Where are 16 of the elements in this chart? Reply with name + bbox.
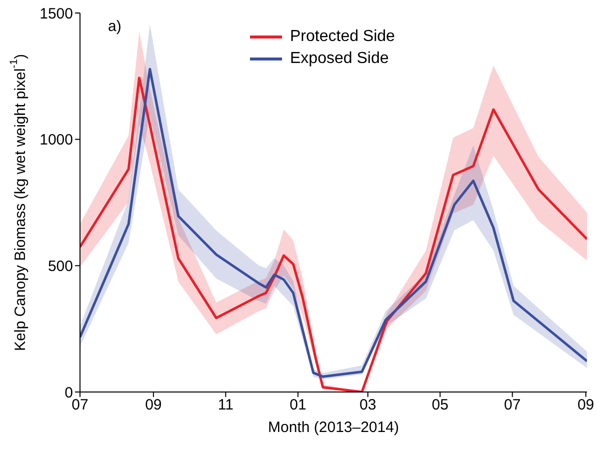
x-tick-label: 03 xyxy=(360,396,376,414)
y-tick-label: 1000 xyxy=(40,132,73,149)
x-tick-label: 09 xyxy=(577,396,594,414)
x-tick-label: 01 xyxy=(290,396,306,414)
annotation: a) xyxy=(108,18,122,35)
x-tick-label: 05 xyxy=(432,396,448,414)
y-tick-label: 500 xyxy=(48,258,73,275)
x-tick-label: 07 xyxy=(72,396,88,414)
x-tick-label: 09 xyxy=(145,396,162,414)
legend-label: Exposed Side xyxy=(290,49,389,69)
y-tick-label: 0 xyxy=(64,384,73,402)
x-tick-label: 11 xyxy=(218,396,234,414)
legend-label: Protected Side xyxy=(290,27,395,47)
x-tick-label: 07 xyxy=(504,396,521,414)
y-tick-label: 1500 xyxy=(40,5,73,22)
x-axis-title: Month (2013–2014) xyxy=(268,419,399,436)
